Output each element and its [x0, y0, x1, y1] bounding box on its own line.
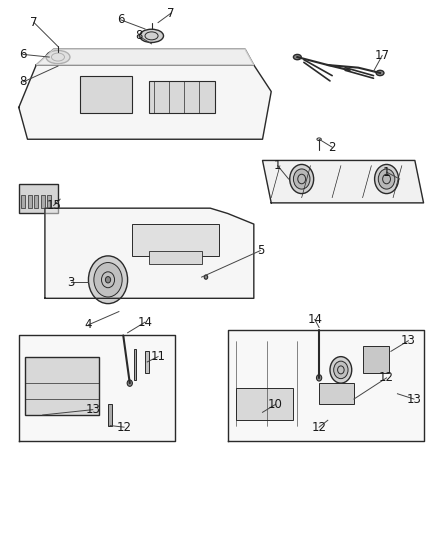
Bar	[80, 76, 132, 113]
Bar	[28, 195, 32, 208]
Bar	[34, 195, 39, 208]
Text: 14: 14	[138, 316, 152, 329]
Text: 10: 10	[268, 398, 283, 411]
Bar	[363, 346, 389, 373]
Text: 14: 14	[307, 313, 322, 326]
Ellipse shape	[88, 256, 127, 304]
Text: 12: 12	[311, 421, 327, 434]
Polygon shape	[228, 330, 424, 441]
Ellipse shape	[376, 70, 384, 76]
Bar	[149, 81, 215, 113]
Ellipse shape	[378, 169, 395, 189]
Bar	[134, 349, 136, 381]
Ellipse shape	[374, 165, 399, 193]
Polygon shape	[19, 335, 176, 441]
Ellipse shape	[204, 275, 208, 279]
Bar	[319, 383, 354, 405]
Text: 12: 12	[117, 421, 132, 434]
Polygon shape	[45, 208, 254, 298]
Text: 6: 6	[19, 48, 27, 61]
Ellipse shape	[140, 29, 163, 43]
Text: 15: 15	[46, 199, 61, 212]
Ellipse shape	[127, 380, 132, 386]
Text: 1: 1	[274, 159, 282, 172]
Bar	[41, 195, 45, 208]
Text: 8: 8	[19, 76, 27, 88]
Bar	[25, 357, 99, 415]
Ellipse shape	[293, 169, 310, 189]
Text: 4: 4	[85, 318, 92, 332]
Text: 17: 17	[374, 49, 390, 62]
Bar	[237, 389, 293, 420]
Bar	[19, 184, 58, 214]
Text: 7: 7	[30, 16, 38, 29]
Bar	[149, 251, 201, 264]
Bar	[145, 351, 149, 373]
Ellipse shape	[317, 375, 322, 381]
Bar	[21, 195, 25, 208]
Ellipse shape	[293, 54, 301, 60]
Polygon shape	[19, 65, 271, 139]
Polygon shape	[262, 160, 424, 203]
Ellipse shape	[290, 165, 314, 193]
Text: 13: 13	[401, 334, 416, 347]
Text: 3: 3	[67, 276, 75, 289]
Text: 5: 5	[257, 244, 264, 257]
Text: 1: 1	[383, 166, 390, 179]
Ellipse shape	[46, 51, 70, 63]
Text: 6: 6	[117, 13, 125, 27]
Ellipse shape	[330, 357, 352, 383]
Text: 11: 11	[151, 350, 166, 363]
Text: 13: 13	[406, 393, 421, 406]
Ellipse shape	[334, 361, 348, 378]
Text: 12: 12	[379, 372, 394, 384]
Text: 8: 8	[135, 29, 142, 42]
Text: 7: 7	[167, 6, 175, 20]
Bar	[108, 405, 113, 425]
Text: 2: 2	[328, 141, 336, 154]
Text: 13: 13	[85, 403, 100, 416]
Bar	[132, 224, 219, 256]
Ellipse shape	[106, 277, 111, 283]
Polygon shape	[36, 49, 254, 65]
Bar	[47, 195, 51, 208]
Ellipse shape	[94, 263, 122, 297]
